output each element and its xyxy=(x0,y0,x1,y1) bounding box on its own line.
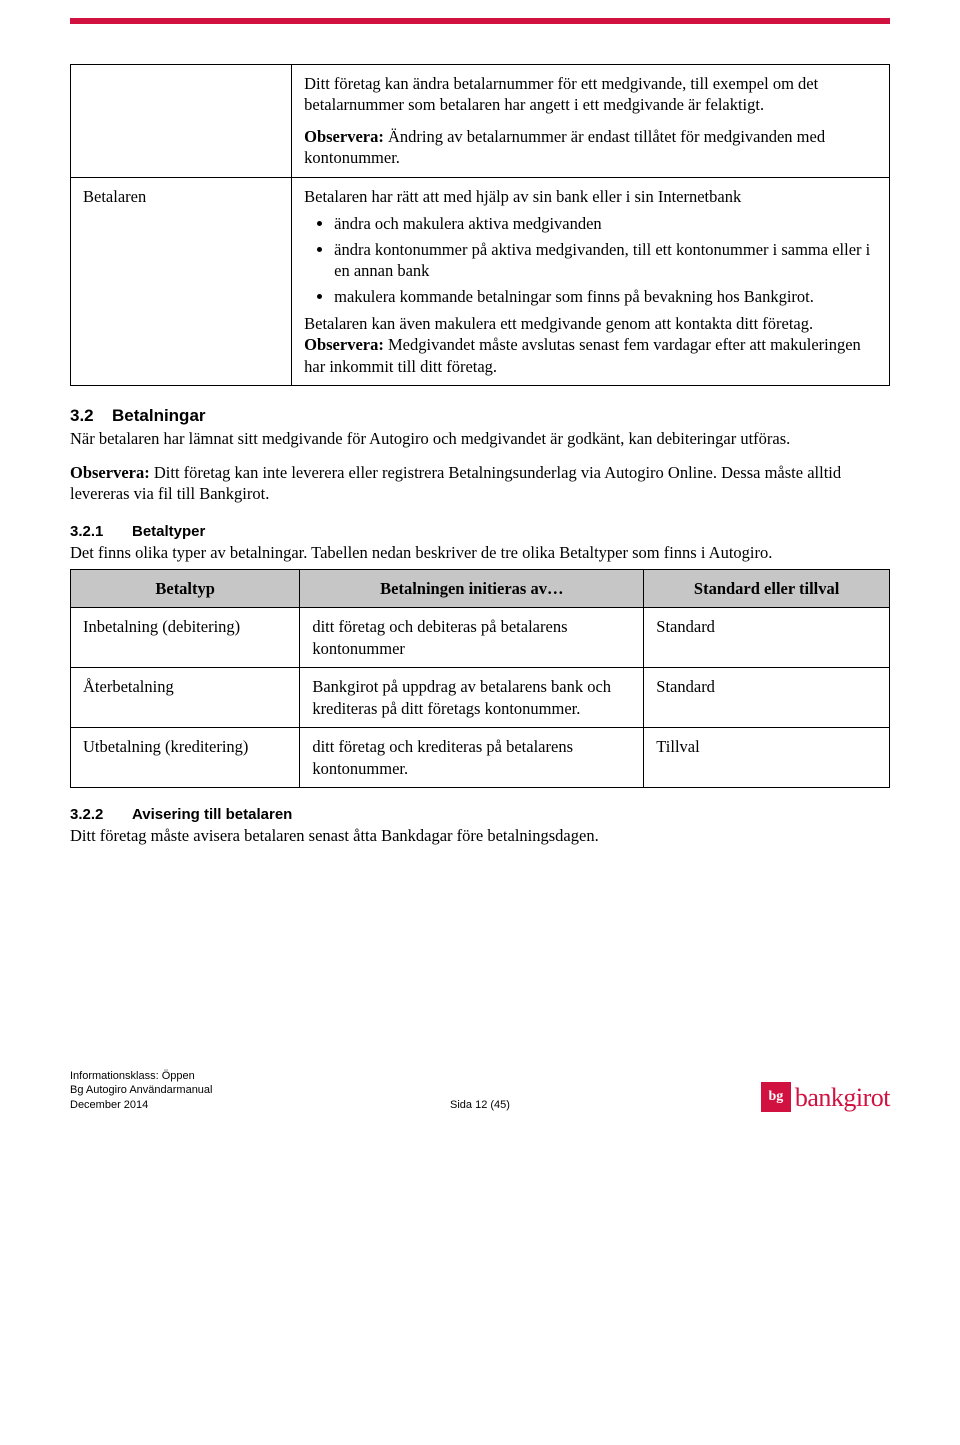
betaltyper-table: Betaltyp Betalningen initieras av… Stand… xyxy=(70,569,890,788)
bankgirot-logo: bg bankgirot xyxy=(761,1080,890,1115)
section-3-2-2-heading: 3.2.2Avisering till betalaren xyxy=(70,806,890,823)
section-title-text: Avisering till betalaren xyxy=(132,806,292,823)
table-header: Betalningen initieras av… xyxy=(300,570,644,608)
section-3-2-p2: Observera: Ditt företag kan inte leverer… xyxy=(70,462,890,505)
page-content: Ditt företag kan ändra betalarnummer för… xyxy=(0,24,960,909)
observera-label: Observera: xyxy=(70,463,150,482)
table1-row1-p1: Ditt företag kan ändra betalarnummer för… xyxy=(304,73,877,116)
table-cell: Bankgirot på uppdrag av betalarens bank … xyxy=(300,668,644,728)
table1-row1-left xyxy=(71,65,292,178)
table1-row2-right: Betalaren har rätt att med hjälp av sin … xyxy=(292,177,890,386)
after-text-1: Betalaren kan även makulera ett medgivan… xyxy=(304,314,813,333)
table-cell: ditt företag och debiteras på betalarens… xyxy=(300,608,644,668)
logo-mark-icon: bg xyxy=(761,1082,791,1112)
table-cell: Återbetalning xyxy=(71,668,300,728)
medgivande-table: Ditt företag kan ändra betalarnummer för… xyxy=(70,64,890,386)
table-header: Betaltyp xyxy=(71,570,300,608)
table1-row2-intro: Betalaren har rätt att med hjälp av sin … xyxy=(304,186,877,207)
section-3-2-heading: 3.2Betalningar xyxy=(70,406,890,426)
section-title-text: Betalningar xyxy=(112,406,206,425)
bullet-item: makulera kommande betalningar som finns … xyxy=(334,286,877,307)
section-3-2-p2-text: Ditt företag kan inte leverera eller reg… xyxy=(70,463,841,503)
section-title-text: Betaltyper xyxy=(132,523,205,540)
logo-wordmark: bankgirot xyxy=(795,1080,890,1115)
table1-row2-after: Betalaren kan även makulera ett medgivan… xyxy=(304,313,877,377)
table1-row1-p2: Observera: Ändring av betalarnummer är e… xyxy=(304,126,877,169)
table-header: Standard eller tillval xyxy=(644,570,890,608)
section-num: 3.2.1 xyxy=(70,523,132,540)
table-cell: Inbetalning (debitering) xyxy=(71,608,300,668)
observera-label: Observera: xyxy=(304,335,384,354)
table-cell: Standard xyxy=(644,608,890,668)
section-num: 3.2.2 xyxy=(70,806,132,823)
footer-page-number: Sida 12 (45) xyxy=(450,1098,510,1113)
section-3-2-1-heading: 3.2.1Betaltyper xyxy=(70,523,890,540)
table1-row2-bullets: ändra och makulera aktiva medgivanden än… xyxy=(304,213,877,307)
page-footer: Informationsklass: Öppen Bg Autogiro Anv… xyxy=(70,1069,890,1114)
table1-row2-left: Betalaren xyxy=(71,177,292,386)
table-cell: ditt företag och krediteras på betalaren… xyxy=(300,728,644,788)
bullet-item: ändra och makulera aktiva medgivanden xyxy=(334,213,877,234)
table-cell: Tillval xyxy=(644,728,890,788)
after-text-2: Medgivandet måste avslutas senast fem va… xyxy=(304,335,861,375)
table1-row1-right: Ditt företag kan ändra betalarnummer för… xyxy=(292,65,890,178)
bullet-item: ändra kontonummer på aktiva medgivanden,… xyxy=(334,239,877,282)
section-3-2-1-p: Det finns olika typer av betalningar. Ta… xyxy=(70,542,890,563)
section-3-2-p1: När betalaren har lämnat sitt medgivande… xyxy=(70,428,890,449)
observera-label: Observera: xyxy=(304,127,384,146)
table-cell: Standard xyxy=(644,668,890,728)
section-num: 3.2 xyxy=(70,406,112,426)
section-3-2-2-p: Ditt företag måste avisera betalaren sen… xyxy=(70,825,890,846)
table-cell: Utbetalning (kreditering) xyxy=(71,728,300,788)
